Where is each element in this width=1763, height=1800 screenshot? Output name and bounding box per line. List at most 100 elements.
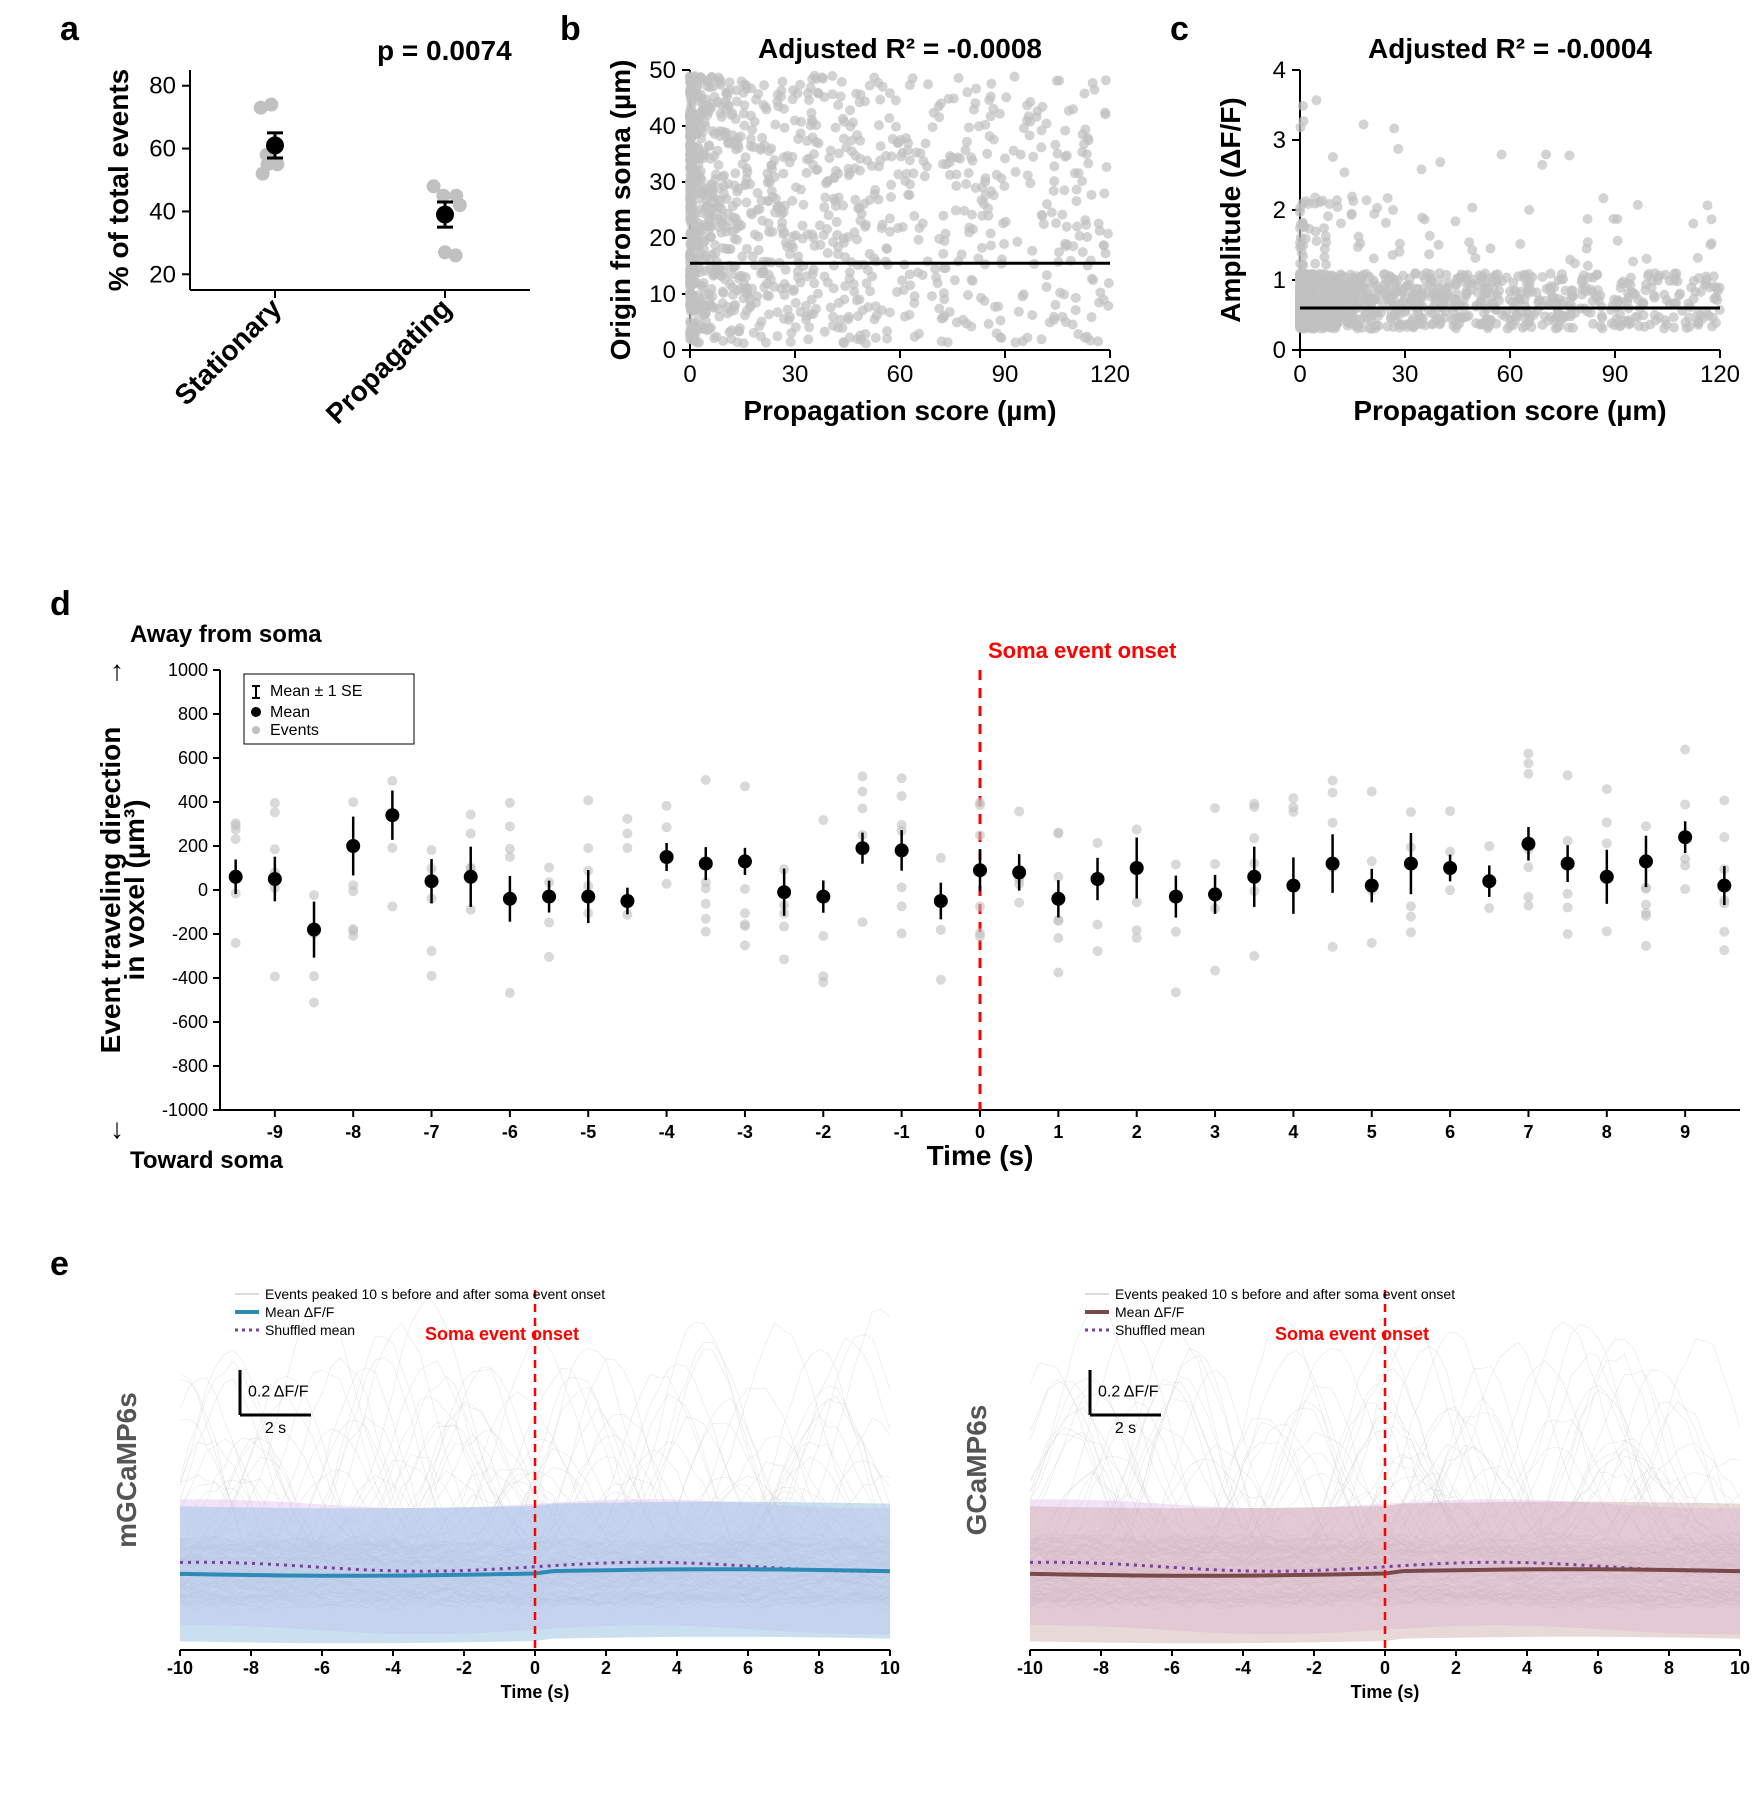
svg-text:0: 0 [1380, 1658, 1390, 1678]
svg-text:Time (s): Time (s) [501, 1682, 570, 1702]
svg-text:↓: ↓ [110, 1113, 124, 1144]
svg-text:8: 8 [1664, 1658, 1674, 1678]
svg-text:Shuffled mean: Shuffled mean [1115, 1322, 1205, 1338]
svg-text:-2: -2 [815, 1122, 831, 1142]
svg-text:-800: -800 [172, 1056, 208, 1076]
svg-text:5: 5 [1367, 1122, 1377, 1142]
svg-text:10: 10 [649, 281, 676, 308]
svg-text:0.2 ΔF/F: 0.2 ΔF/F [248, 1384, 309, 1401]
svg-text:Mean: Mean [270, 704, 310, 721]
svg-text:in voxel (µm³): in voxel (µm³) [119, 799, 150, 980]
svg-text:Soma event onset: Soma event onset [988, 638, 1177, 663]
svg-text:-2: -2 [456, 1658, 472, 1678]
svg-text:Propagation score (µm): Propagation score (µm) [1353, 395, 1666, 426]
svg-text:Away from soma: Away from soma [130, 621, 322, 648]
panel-c-chart: Adjusted R² = -0.0004012340306090120Ampl… [1210, 30, 1763, 510]
svg-text:Mean ± 1 SE: Mean ± 1 SE [270, 683, 362, 700]
svg-text:3: 3 [1210, 1122, 1220, 1142]
svg-text:Adjusted R² = -0.0008: Adjusted R² = -0.0008 [758, 33, 1042, 64]
svg-text:Amplitude (ΔF/F): Amplitude (ΔF/F) [1215, 97, 1246, 322]
svg-text:-4: -4 [1235, 1658, 1251, 1678]
svg-text:-6: -6 [502, 1122, 518, 1142]
svg-text:2: 2 [1132, 1122, 1142, 1142]
svg-text:30: 30 [1392, 361, 1419, 388]
svg-text:-1000: -1000 [162, 1100, 208, 1120]
svg-text:-400: -400 [172, 968, 208, 988]
svg-text:GCaMP6s: GCaMP6s [961, 1405, 992, 1536]
svg-text:40: 40 [649, 113, 676, 140]
svg-text:Soma event onset: Soma event onset [1275, 1324, 1429, 1344]
svg-text:-9: -9 [267, 1122, 283, 1142]
svg-text:60: 60 [1497, 361, 1524, 388]
panel-label-b: b [560, 10, 581, 49]
svg-text:2 s: 2 s [1115, 1420, 1136, 1437]
svg-text:9: 9 [1680, 1122, 1690, 1142]
svg-text:Events peaked 10 s before and: Events peaked 10 s before and after soma… [265, 1286, 605, 1302]
svg-text:-8: -8 [243, 1658, 259, 1678]
panel-label-c: c [1170, 10, 1189, 49]
svg-text:0: 0 [1273, 337, 1286, 364]
panel-a-chart: p = 0.007420406080% of total eventsStati… [100, 30, 580, 570]
svg-text:6: 6 [1593, 1658, 1603, 1678]
svg-text:p = 0.0074: p = 0.0074 [377, 35, 512, 66]
svg-text:-10: -10 [1017, 1658, 1043, 1678]
svg-text:20: 20 [649, 225, 676, 252]
svg-text:-10: -10 [167, 1658, 193, 1678]
svg-text:0: 0 [663, 337, 676, 364]
svg-text:0: 0 [1293, 361, 1306, 388]
svg-text:200: 200 [178, 836, 208, 856]
svg-text:2: 2 [1451, 1658, 1461, 1678]
svg-text:10: 10 [880, 1658, 900, 1678]
svg-text:1000: 1000 [168, 660, 208, 680]
svg-text:% of total events: % of total events [103, 69, 134, 291]
svg-text:2: 2 [1273, 197, 1286, 224]
svg-text:Time (s): Time (s) [1351, 1682, 1420, 1702]
svg-text:Propagating: Propagating [320, 292, 457, 429]
svg-text:Mean ΔF/F: Mean ΔF/F [1115, 1304, 1184, 1320]
svg-text:-8: -8 [345, 1122, 361, 1142]
panel-e-chart-right: GCaMP6sSoma event onset-10-8-6-4-2024681… [960, 1270, 1760, 1800]
svg-text:8: 8 [814, 1658, 824, 1678]
svg-text:80: 80 [149, 73, 176, 100]
svg-text:8: 8 [1602, 1122, 1612, 1142]
svg-text:0.2 ΔF/F: 0.2 ΔF/F [1098, 1384, 1159, 1401]
svg-text:0: 0 [530, 1658, 540, 1678]
svg-text:30: 30 [782, 361, 809, 388]
svg-text:Soma event onset: Soma event onset [425, 1324, 579, 1344]
svg-text:50: 50 [649, 57, 676, 84]
svg-text:Origin from soma (µm): Origin from soma (µm) [605, 60, 636, 361]
svg-text:800: 800 [178, 704, 208, 724]
svg-text:60: 60 [149, 136, 176, 163]
svg-text:6: 6 [743, 1658, 753, 1678]
svg-text:10: 10 [1730, 1658, 1750, 1678]
svg-text:Events peaked 10 s before and: Events peaked 10 s before and after soma… [1115, 1286, 1455, 1302]
svg-text:4: 4 [1522, 1658, 1532, 1678]
svg-text:90: 90 [992, 361, 1019, 388]
svg-text:4: 4 [672, 1658, 682, 1678]
svg-text:-4: -4 [659, 1122, 675, 1142]
svg-text:-6: -6 [314, 1658, 330, 1678]
svg-text:Toward soma: Toward soma [130, 1147, 284, 1174]
svg-text:-8: -8 [1093, 1658, 1109, 1678]
svg-text:Shuffled mean: Shuffled mean [265, 1322, 355, 1338]
svg-text:600: 600 [178, 748, 208, 768]
svg-text:120: 120 [1700, 361, 1740, 388]
svg-text:-5: -5 [580, 1122, 596, 1142]
svg-text:60: 60 [887, 361, 914, 388]
svg-text:1: 1 [1273, 267, 1286, 294]
svg-text:Adjusted R² = -0.0004: Adjusted R² = -0.0004 [1368, 33, 1652, 64]
svg-text:2: 2 [601, 1658, 611, 1678]
svg-text:4: 4 [1288, 1122, 1298, 1142]
svg-text:Time (s): Time (s) [927, 1140, 1034, 1171]
svg-text:400: 400 [178, 792, 208, 812]
svg-text:20: 20 [149, 261, 176, 288]
svg-text:-600: -600 [172, 1012, 208, 1032]
svg-text:Mean ΔF/F: Mean ΔF/F [265, 1304, 334, 1320]
svg-text:-4: -4 [385, 1658, 401, 1678]
svg-text:-200: -200 [172, 924, 208, 944]
svg-text:1: 1 [1053, 1122, 1063, 1142]
svg-text:6: 6 [1445, 1122, 1455, 1142]
panel-d-chart: Away from somaToward soma↑↓-1000-800-600… [80, 610, 1730, 1250]
panel-b-chart: Adjusted R² = -0.00080102030405003060901… [600, 30, 1160, 510]
svg-text:90: 90 [1602, 361, 1629, 388]
